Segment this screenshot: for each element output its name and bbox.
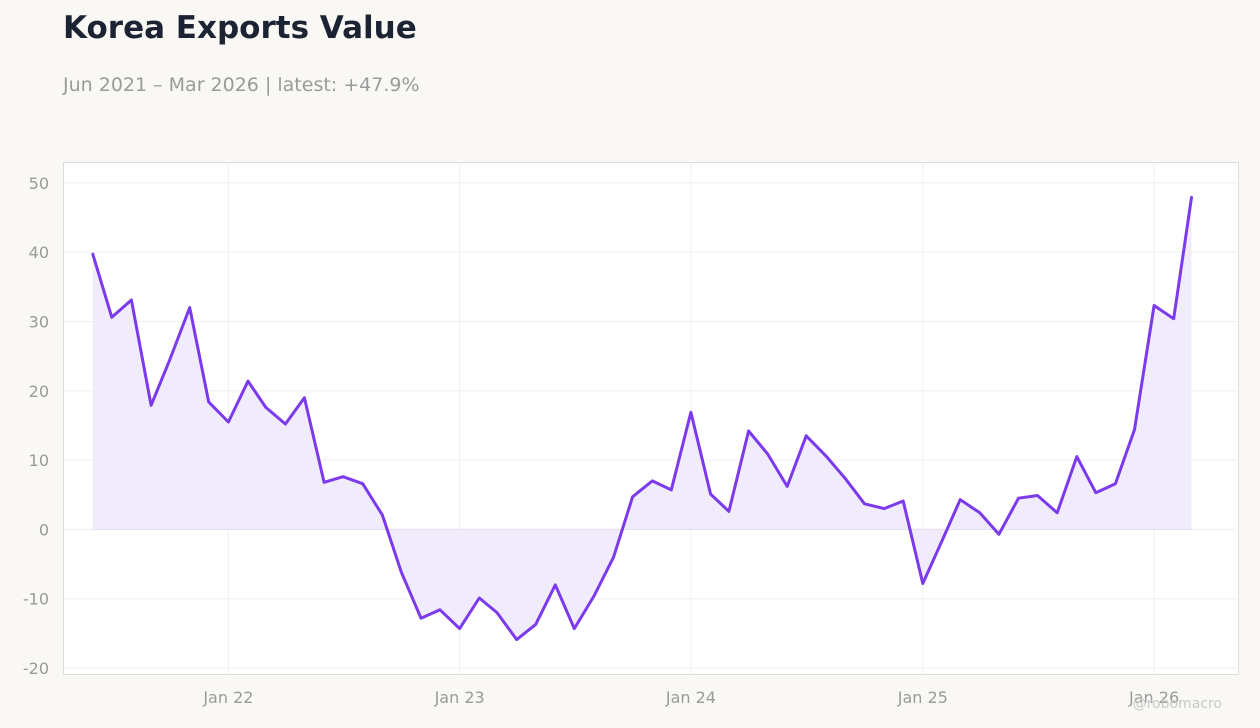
series-line [91,195,1193,642]
chart-title: Korea Exports Value [63,10,417,46]
x-tick-label: Jan 23 [434,688,485,707]
x-tick-label: Jan 22 [202,688,253,707]
y-tick-label: 0 [39,520,49,539]
area-layer [92,197,1192,640]
x-tick-label: Jan 25 [897,688,948,707]
y-tick-label: 30 [29,312,49,331]
y-axis: -20 -10 0 10 20 30 40 50 [23,174,49,678]
y-tick-label: 40 [29,243,49,262]
y-tick-label: 20 [29,382,49,401]
watermark: @robomacro [1132,696,1222,712]
y-tick-label: -20 [23,659,49,678]
y-tick-label: -10 [23,590,49,609]
x-axis: Jan 22 Jan 23 Jan 24 Jan 25 Jan 26 [202,688,1179,707]
chart-subtitle: Jun 2021 – Mar 2026 | latest: +47.9% [63,74,420,96]
y-tick-label: 10 [29,451,49,470]
y-tick-label: 50 [29,174,49,193]
x-tick-label: Jan 24 [665,688,716,707]
line-layer [91,195,1193,642]
x-tick-label: Jan 26 [1128,688,1179,707]
